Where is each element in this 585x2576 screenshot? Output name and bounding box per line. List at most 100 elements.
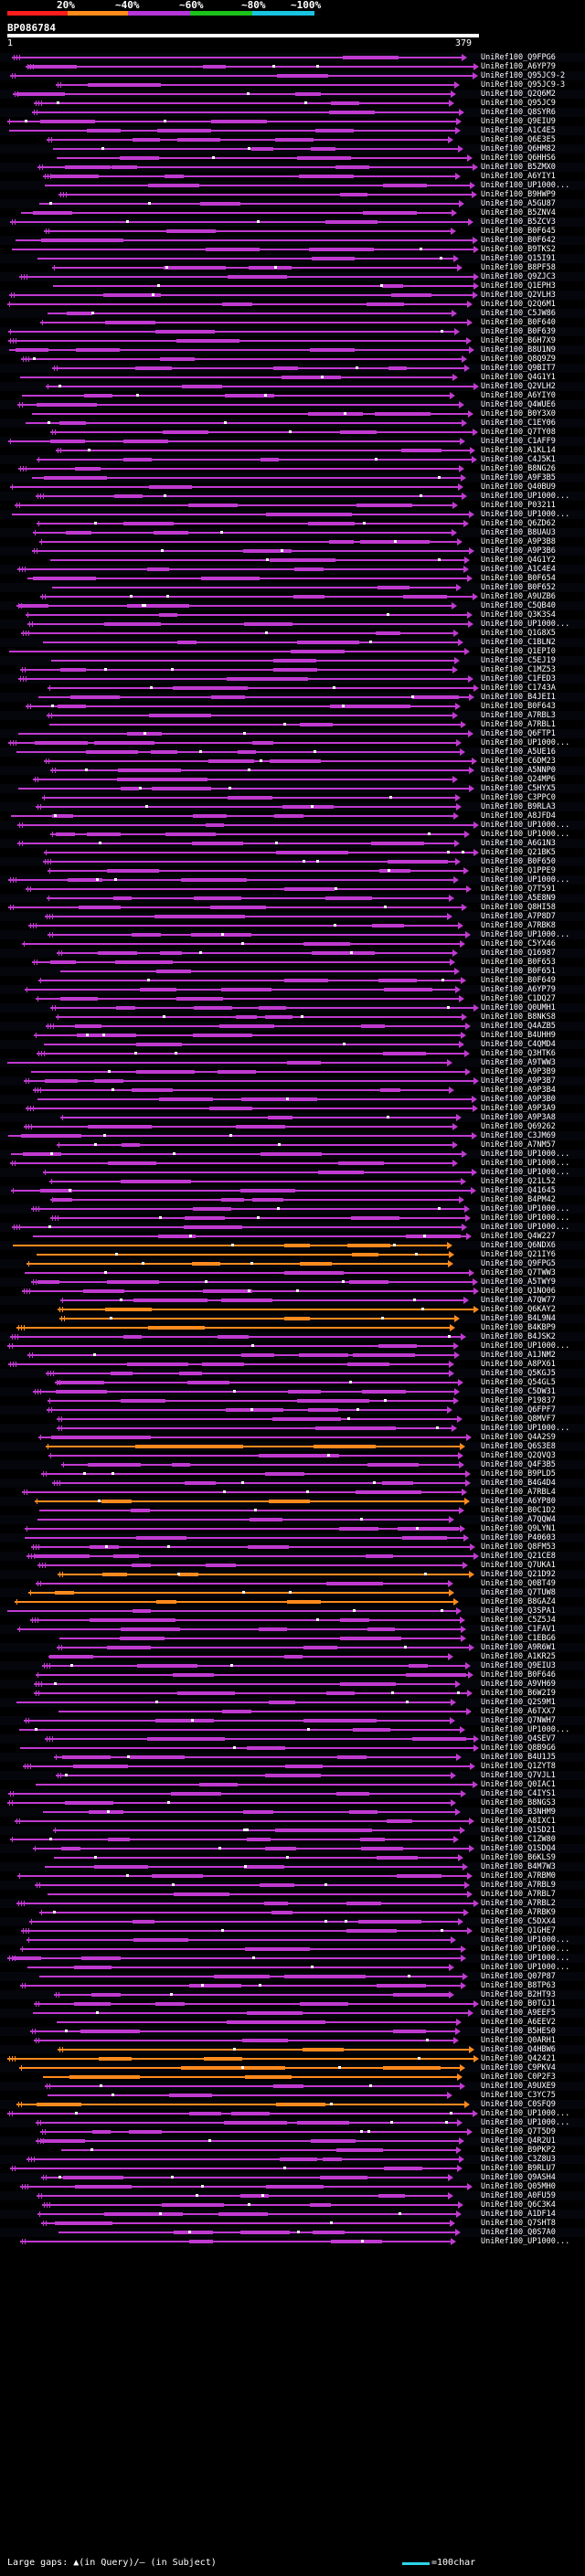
- hit-label[interactable]: UniRef100_B8NGS3: [481, 1798, 556, 1807]
- hit-row[interactable]: UniRef100_B0TGJ1: [0, 1999, 585, 2009]
- hit-label[interactable]: UniRef100_Q2Q6M2: [481, 90, 556, 99]
- hit-row[interactable]: UniRef100_A6YIY0: [0, 391, 585, 400]
- hit-label[interactable]: UniRef100_C1ZW80: [481, 1835, 556, 1844]
- hit-row[interactable]: UniRef100_Q0UMH1: [0, 1003, 585, 1012]
- hit-label[interactable]: UniRef100_B5ZMX0: [481, 163, 556, 172]
- hit-label[interactable]: UniRef100_A8IXC1: [481, 1817, 556, 1826]
- hit-label[interactable]: UniRef100_C3YC75: [481, 2091, 556, 2100]
- hit-row[interactable]: UniRef100_Q2S9M1: [0, 1698, 585, 1707]
- hit-row[interactable]: UniRef100_B4JEI1: [0, 693, 585, 702]
- hit-row[interactable]: UniRef100_B2HT93: [0, 1990, 585, 1999]
- hit-row[interactable]: UniRef100_A7RBK8: [0, 921, 585, 930]
- hit-row[interactable]: UniRef100_B9PLD5: [0, 1469, 585, 1479]
- hit-label[interactable]: UniRef100_A9VH69: [481, 1680, 556, 1689]
- hit-label[interactable]: UniRef100_UP1000...: [481, 1954, 570, 1963]
- hit-row[interactable]: UniRef100_Q15I91: [0, 254, 585, 263]
- hit-row[interactable]: UniRef100_A1C4E5: [0, 126, 585, 135]
- hit-label[interactable]: UniRef100_A7NM57: [481, 1140, 556, 1150]
- hit-row[interactable]: UniRef100_Q4AZB5: [0, 1022, 585, 1031]
- hit-label[interactable]: UniRef100_A5E8N9: [481, 894, 556, 903]
- hit-row[interactable]: UniRef100_Q95JC9: [0, 99, 585, 108]
- hit-label[interactable]: UniRef100_B0F646: [481, 1670, 556, 1680]
- hit-row[interactable]: UniRef100_A7RBL2: [0, 1899, 585, 1908]
- hit-label[interactable]: UniRef100_P19837: [481, 1396, 556, 1405]
- hit-row[interactable]: UniRef100_Q7TY08: [0, 428, 585, 437]
- hit-label[interactable]: UniRef100_B9TKS2: [481, 245, 556, 254]
- hit-row[interactable]: UniRef100_C4IYS1: [0, 1789, 585, 1798]
- hit-label[interactable]: UniRef100_C5EJ19: [481, 656, 556, 665]
- hit-label[interactable]: UniRef100_C5JW86: [481, 309, 556, 318]
- hit-row[interactable]: UniRef100_A1DF14: [0, 2210, 585, 2219]
- hit-label[interactable]: UniRef100_A1KR25: [481, 1652, 556, 1661]
- hit-row[interactable]: UniRef100_Q0S7A0: [0, 2228, 585, 2237]
- hit-label[interactable]: UniRef100_UP1000...: [481, 875, 570, 885]
- hit-label[interactable]: UniRef100_Q2QVQ3: [481, 1451, 556, 1460]
- hit-row[interactable]: UniRef100_Q6S3E8: [0, 1442, 585, 1451]
- hit-row[interactable]: UniRef100_Q0ARH1: [0, 2036, 585, 2045]
- hit-label[interactable]: UniRef100_A1KL14: [481, 446, 556, 455]
- hit-row[interactable]: UniRef100_B0F650: [0, 857, 585, 866]
- hit-row[interactable]: UniRef100_Q1PPE9: [0, 866, 585, 875]
- hit-row[interactable]: UniRef100_C1MZ53: [0, 665, 585, 674]
- hit-label[interactable]: UniRef100_C3Z8U3: [481, 2155, 556, 2164]
- hit-label[interactable]: UniRef100_B3NHM9: [481, 1807, 556, 1817]
- hit-label[interactable]: UniRef100_B9RLU7: [481, 2164, 556, 2173]
- hit-row[interactable]: UniRef100_A9P3A8: [0, 1113, 585, 1122]
- hit-row[interactable]: UniRef100_A9UXE9: [0, 2082, 585, 2091]
- hit-label[interactable]: UniRef100_A7RBL1: [481, 720, 556, 729]
- hit-label[interactable]: UniRef100_A5UE16: [481, 747, 556, 757]
- hit-row[interactable]: UniRef100_B4L9N4: [0, 1314, 585, 1323]
- hit-row[interactable]: UniRef100_Q21CE8: [0, 1552, 585, 1561]
- hit-row[interactable]: UniRef100_Q1ZYT8: [0, 1762, 585, 1771]
- hit-row[interactable]: UniRef100_B5ZMX0: [0, 163, 585, 172]
- hit-label[interactable]: UniRef100_Q9FPG6: [481, 53, 556, 62]
- hit-row[interactable]: UniRef100_UP1000...: [0, 830, 585, 839]
- hit-label[interactable]: UniRef100_UP1000...: [481, 492, 570, 501]
- hit-label[interactable]: UniRef100_Q7SHT8: [481, 2219, 556, 2228]
- hit-label[interactable]: UniRef100_B6KLS9: [481, 1853, 556, 1862]
- hit-label[interactable]: UniRef100_Q8MVF7: [481, 1415, 556, 1424]
- hit-row[interactable]: UniRef100_Q2QVQ3: [0, 1451, 585, 1460]
- hit-label[interactable]: UniRef100_C5HYX5: [481, 784, 556, 793]
- hit-label[interactable]: UniRef100_A6YP79: [481, 985, 556, 994]
- hit-label[interactable]: UniRef100_A1JNM2: [481, 1351, 556, 1360]
- hit-row[interactable]: UniRef100_A1C4E4: [0, 565, 585, 574]
- hit-label[interactable]: UniRef100_A1C4E4: [481, 565, 556, 574]
- hit-label[interactable]: UniRef100_C5DXX4: [481, 1917, 556, 1926]
- hit-row[interactable]: UniRef100_C3JM69: [0, 1131, 585, 1140]
- hit-label[interactable]: UniRef100_Q24MP6: [481, 775, 556, 784]
- hit-label[interactable]: UniRef100_A9F3B5: [481, 473, 556, 482]
- hit-label[interactable]: UniRef100_C3PPC0: [481, 793, 556, 802]
- hit-row[interactable]: UniRef100_Q07P87: [0, 1972, 585, 1981]
- hit-row[interactable]: UniRef100_UP1000...: [0, 1725, 585, 1734]
- hit-row[interactable]: UniRef100_B0F639: [0, 327, 585, 336]
- hit-label[interactable]: UniRef100_Q7UKA1: [481, 1561, 556, 1570]
- hit-row[interactable]: UniRef100_B4PM42: [0, 1195, 585, 1204]
- hit-row[interactable]: UniRef100_B8UAU3: [0, 528, 585, 537]
- hit-label[interactable]: UniRef100_A6YIY0: [481, 391, 556, 400]
- hit-label[interactable]: UniRef100_C4IYS1: [481, 1789, 556, 1798]
- hit-label[interactable]: UniRef100_Q4HBW6: [481, 2045, 556, 2054]
- hit-row[interactable]: UniRef100_A5UE16: [0, 747, 585, 757]
- hit-row[interactable]: UniRef100_B3NHM9: [0, 1807, 585, 1817]
- hit-row[interactable]: UniRef100_A7RBL9: [0, 1881, 585, 1890]
- hit-row[interactable]: UniRef100_A9R6W1: [0, 1643, 585, 1652]
- hit-row[interactable]: UniRef100_Q21L52: [0, 1177, 585, 1186]
- hit-label[interactable]: UniRef100_C5YX46: [481, 939, 556, 949]
- hit-label[interactable]: UniRef100_Q6E3E5: [481, 135, 556, 144]
- hit-row[interactable]: UniRef100_C3Z8U3: [0, 2155, 585, 2164]
- hit-row[interactable]: UniRef100_UP1000...: [0, 1150, 585, 1159]
- hit-label[interactable]: UniRef100_P03211: [481, 501, 556, 510]
- hit-label[interactable]: UniRef100_B0F650: [481, 857, 556, 866]
- hit-label[interactable]: UniRef100_Q3HTK6: [481, 1049, 556, 1058]
- hit-row[interactable]: UniRef100_A5NNP0: [0, 766, 585, 775]
- hit-row[interactable]: UniRef100_Q21D92: [0, 1570, 585, 1579]
- hit-row[interactable]: UniRef100_A5TWY9: [0, 1277, 585, 1287]
- hit-row[interactable]: UniRef100_UP1000...: [0, 492, 585, 501]
- hit-row[interactable]: UniRef100_Q1SDQ4: [0, 1844, 585, 1853]
- hit-label[interactable]: UniRef100_Q8B9G6: [481, 1744, 556, 1753]
- hit-row[interactable]: UniRef100_A8IXC1: [0, 1817, 585, 1826]
- hit-row[interactable]: UniRef100_Q95JC9-3: [0, 80, 585, 90]
- hit-label[interactable]: UniRef100_Q6S3E8: [481, 1442, 556, 1451]
- hit-label[interactable]: UniRef100_Q8HI58: [481, 903, 556, 912]
